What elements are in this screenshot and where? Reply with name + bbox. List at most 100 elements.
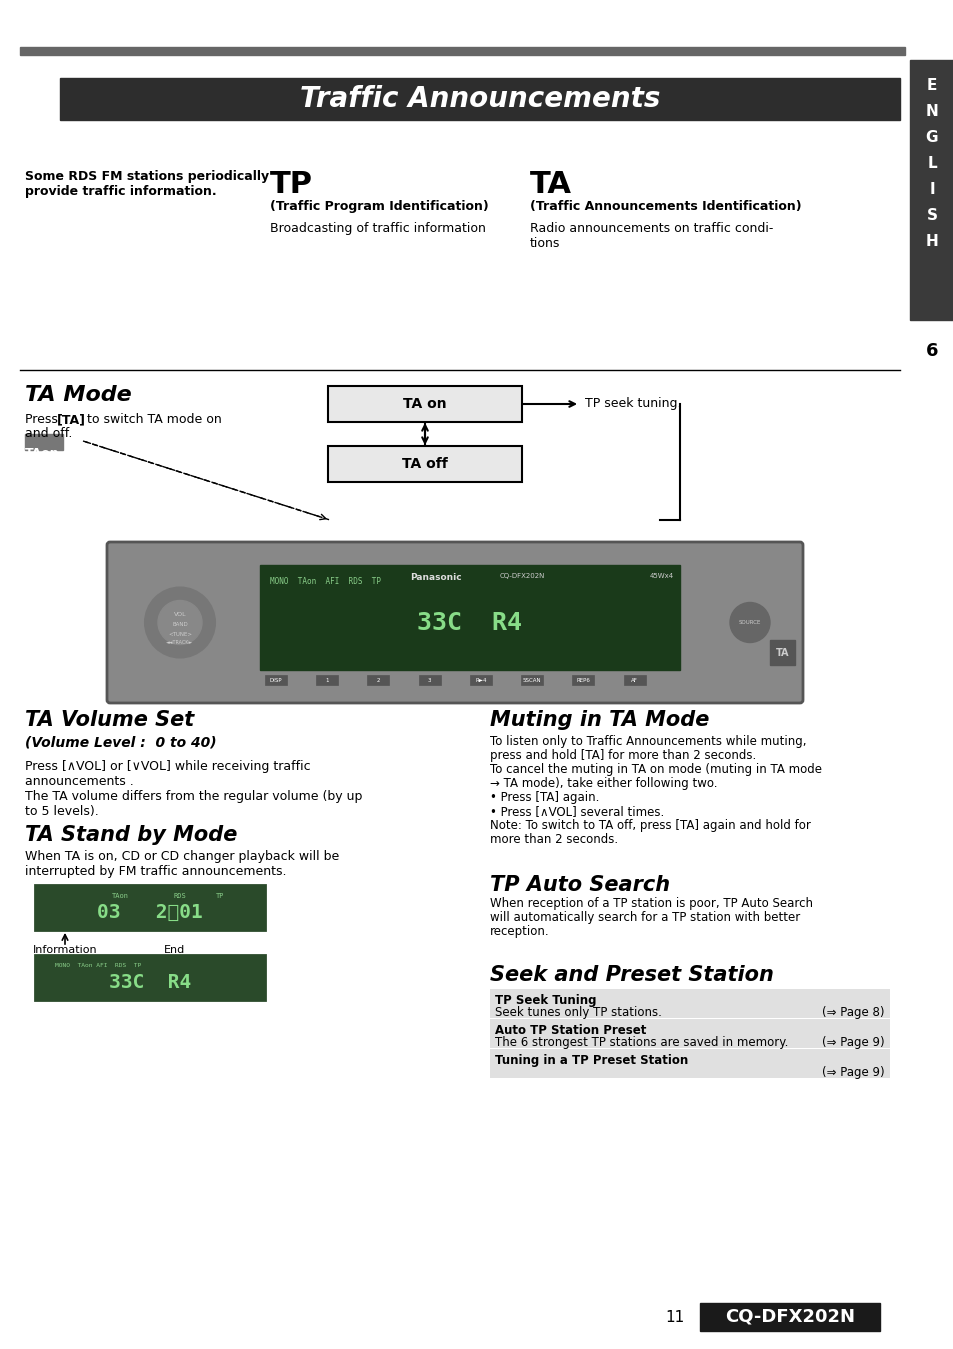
Bar	[367, 674, 389, 685]
Text: → TA mode), take either following two.: → TA mode), take either following two.	[490, 777, 717, 791]
Text: 11: 11	[665, 1310, 684, 1325]
Text: SOURCE: SOURCE	[738, 621, 760, 625]
Bar	[490, 989, 889, 1018]
Bar	[25, 434, 63, 451]
Circle shape	[729, 603, 769, 642]
Text: [TA]: [TA]	[57, 413, 86, 426]
Text: MONO  TAon AFI  RDS  TP: MONO TAon AFI RDS TP	[55, 963, 141, 969]
Text: G: G	[924, 130, 937, 144]
Text: press and hold [TA] for more than 2 seconds.: press and hold [TA] for more than 2 seco…	[490, 749, 756, 762]
Bar	[490, 1050, 889, 1078]
Text: interrupted by FM traffic announcements.: interrupted by FM traffic announcements.	[25, 865, 286, 878]
Text: announcements .: announcements .	[25, 774, 133, 788]
Text: (Volume Level :  0 to 40): (Volume Level : 0 to 40)	[25, 735, 216, 749]
Text: Information: Information	[32, 946, 97, 955]
Bar	[470, 674, 492, 685]
Text: R►4: R►4	[475, 677, 486, 683]
Text: TA Mode: TA Mode	[25, 384, 132, 405]
Text: TA: TA	[776, 648, 789, 658]
Text: TA: TA	[530, 170, 572, 200]
Bar	[909, 59, 953, 320]
FancyBboxPatch shape	[107, 542, 802, 703]
Text: <TUNE>: <TUNE>	[168, 631, 192, 637]
Bar	[315, 674, 338, 685]
Text: DISP: DISP	[270, 677, 282, 683]
Text: Radio announcements on traffic condi-
tions: Radio announcements on traffic condi- ti…	[530, 223, 773, 250]
Text: • Press [TA] again.: • Press [TA] again.	[490, 791, 598, 804]
Bar	[520, 674, 542, 685]
Text: When reception of a TP station is poor, TP Auto Search: When reception of a TP station is poor, …	[490, 897, 812, 911]
Text: REP6: REP6	[576, 677, 590, 683]
Bar	[623, 674, 645, 685]
Text: 3: 3	[428, 677, 431, 683]
Bar	[490, 1018, 889, 1048]
Text: and off.: and off.	[25, 428, 72, 440]
Text: Broadcasting of traffic information: Broadcasting of traffic information	[270, 223, 485, 235]
Text: When TA is on, CD or CD changer playback will be: When TA is on, CD or CD changer playback…	[25, 850, 339, 863]
Text: (⇒ Page 9): (⇒ Page 9)	[821, 1036, 884, 1050]
Text: The TA volume differs from the regular volume (by up: The TA volume differs from the regular v…	[25, 791, 362, 803]
Text: 6: 6	[924, 343, 937, 360]
Circle shape	[145, 588, 214, 657]
Bar	[769, 639, 794, 665]
Bar	[572, 674, 594, 685]
Text: to switch TA mode on: to switch TA mode on	[83, 413, 221, 426]
Text: To listen only to Traffic Announcements while muting,: To listen only to Traffic Announcements …	[490, 735, 805, 747]
Text: 33C  R4: 33C R4	[109, 973, 191, 992]
Text: to 5 levels).: to 5 levels).	[25, 805, 99, 817]
Text: S: S	[925, 208, 937, 223]
Text: VOL: VOL	[173, 612, 186, 616]
Text: TA off: TA off	[402, 457, 447, 471]
Text: ◄◄TRACK►: ◄◄TRACK►	[166, 639, 193, 645]
Text: End: End	[164, 946, 186, 955]
Text: 33C  R4: 33C R4	[417, 611, 522, 634]
Text: 45Wx4: 45Wx4	[649, 573, 674, 579]
Text: TP Auto Search: TP Auto Search	[490, 876, 669, 894]
Text: The 6 strongest TP stations are saved in memory.: The 6 strongest TP stations are saved in…	[495, 1036, 787, 1050]
Text: (⇒ Page 8): (⇒ Page 8)	[821, 1006, 884, 1018]
Text: 2: 2	[376, 677, 380, 683]
FancyBboxPatch shape	[328, 386, 521, 422]
Text: Press: Press	[25, 413, 62, 426]
Text: (Traffic Program Identification): (Traffic Program Identification)	[270, 200, 488, 213]
Text: AF: AF	[631, 677, 638, 683]
Text: TP: TP	[270, 170, 313, 200]
Text: RDS: RDS	[173, 893, 186, 898]
Text: Traffic Announcements: Traffic Announcements	[299, 85, 659, 113]
Text: H: H	[924, 233, 938, 250]
Text: (⇒ Page 9): (⇒ Page 9)	[821, 1066, 884, 1079]
Text: TP seek tuning.: TP seek tuning.	[584, 398, 680, 410]
Text: TA Stand by Mode: TA Stand by Mode	[25, 826, 237, 844]
Text: Seek and Preset Station: Seek and Preset Station	[490, 965, 773, 985]
Bar	[60, 78, 899, 120]
Text: Some RDS FM stations periodically
provide traffic information.: Some RDS FM stations periodically provid…	[25, 170, 269, 198]
Text: I: I	[928, 182, 934, 197]
Text: Panasonic: Panasonic	[410, 573, 461, 581]
Text: N: N	[924, 104, 938, 119]
Text: Press [∧VOL] or [∨VOL] while receiving traffic: Press [∧VOL] or [∨VOL] while receiving t…	[25, 759, 311, 773]
Text: reception.: reception.	[490, 925, 549, 938]
Bar	[35, 955, 265, 1000]
Bar	[700, 1303, 879, 1331]
Text: TAon: TAon	[25, 447, 60, 460]
Bar	[265, 674, 287, 685]
Text: MONO  TAon  AFI  RDS  TP: MONO TAon AFI RDS TP	[270, 577, 380, 585]
Bar	[418, 674, 440, 685]
Text: TA on: TA on	[403, 397, 446, 411]
Text: (Traffic Announcements Identification): (Traffic Announcements Identification)	[530, 200, 801, 213]
Text: • Press [∧VOL] several times.: • Press [∧VOL] several times.	[490, 805, 663, 817]
Text: Tuning in a TP Preset Station: Tuning in a TP Preset Station	[495, 1054, 687, 1067]
Text: To cancel the muting in TA on mode (muting in TA mode: To cancel the muting in TA on mode (muti…	[490, 764, 821, 776]
Text: will automatically search for a TP station with better: will automatically search for a TP stati…	[490, 911, 800, 924]
Text: TP Seek Tuning: TP Seek Tuning	[495, 994, 596, 1006]
Text: Muting in TA Mode: Muting in TA Mode	[490, 710, 709, 730]
Bar	[260, 565, 679, 670]
Text: 5SCAN: 5SCAN	[522, 677, 541, 683]
Bar	[35, 885, 265, 929]
Text: 1: 1	[325, 677, 329, 683]
Text: TAon: TAon	[112, 893, 129, 898]
Text: CQ-DFX202N: CQ-DFX202N	[724, 1309, 854, 1326]
Text: Auto TP Station Preset: Auto TP Station Preset	[495, 1024, 646, 1037]
Text: Seek tunes only TP stations.: Seek tunes only TP stations.	[495, 1006, 661, 1018]
Text: CQ-DFX202N: CQ-DFX202N	[499, 573, 545, 579]
